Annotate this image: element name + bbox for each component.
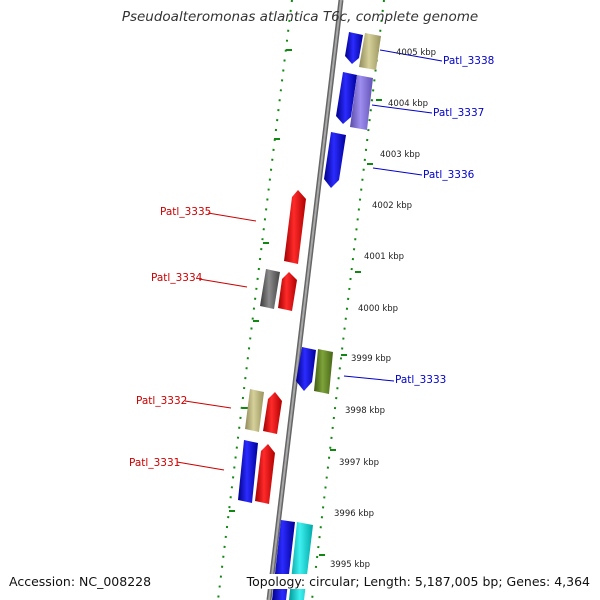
kbp-labels: 4005 kbp 4004 kbp 4003 kbp 4002 kbp 4001… bbox=[330, 48, 436, 570]
kbp-label: 3998 kbp bbox=[345, 406, 385, 416]
gene-label: Patl_3338 bbox=[443, 55, 494, 67]
accession-text: Accession: NC_008228 bbox=[7, 574, 154, 589]
gene-label: Patl_3335 bbox=[160, 206, 211, 218]
gene-olive bbox=[314, 349, 333, 394]
gene-labels: Patl_3338 Patl_3337 Patl_3336 Patl_3335 … bbox=[129, 55, 494, 469]
inner-tick-rail bbox=[311, 0, 385, 600]
gene-blue bbox=[336, 72, 357, 124]
kbp-label: 4002 kbp bbox=[372, 201, 412, 211]
topology-text: Topology: circular; Length: 5,187,005 bp… bbox=[244, 574, 592, 589]
gene-blue bbox=[345, 32, 363, 64]
gene-gray bbox=[260, 269, 280, 309]
gene-blue bbox=[324, 132, 346, 188]
gene-red bbox=[284, 190, 306, 264]
gene-label: Patl_3334 bbox=[151, 272, 203, 284]
gene-red bbox=[255, 444, 275, 504]
gene-khaki bbox=[359, 33, 381, 70]
gene-purple bbox=[350, 75, 373, 130]
gene-blue bbox=[238, 440, 258, 503]
kbp-label: 4001 kbp bbox=[364, 252, 404, 262]
kbp-label: 4003 kbp bbox=[380, 150, 420, 160]
kbp-label: 3995 kbp bbox=[330, 560, 370, 570]
gene-label: Patl_3333 bbox=[395, 374, 446, 386]
backbone bbox=[266, 0, 344, 600]
gene-blue bbox=[296, 347, 316, 391]
gene-red bbox=[278, 272, 297, 311]
outer-tick-rail bbox=[217, 0, 293, 600]
gene-label: Patl_3336 bbox=[423, 169, 475, 181]
leader-lines bbox=[176, 49, 443, 471]
gene-khaki bbox=[245, 389, 264, 432]
genome-title: Pseudoalteromonas atlantica T6c, complet… bbox=[121, 9, 479, 25]
kbp-label: 3996 kbp bbox=[334, 509, 374, 519]
gene-label: Patl_3331 bbox=[129, 457, 180, 469]
kbp-label: 3999 kbp bbox=[351, 354, 391, 364]
kbp-label: 4000 kbp bbox=[358, 304, 398, 314]
kbp-label: 3997 kbp bbox=[339, 458, 379, 468]
kbp-label: 4004 kbp bbox=[388, 99, 428, 109]
gene-label: Patl_3337 bbox=[433, 107, 484, 119]
gene-label: Patl_3332 bbox=[136, 395, 187, 407]
major-ticks bbox=[229, 49, 382, 556]
kbp-label: 4005 kbp bbox=[396, 48, 436, 58]
gene-red bbox=[263, 392, 282, 434]
